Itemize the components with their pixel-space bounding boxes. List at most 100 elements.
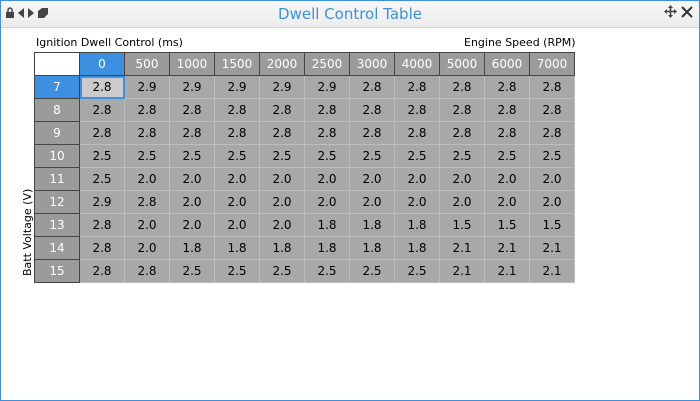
row-header[interactable]: 13 bbox=[34, 213, 80, 237]
table-cell[interactable]: 1.5 bbox=[529, 213, 575, 237]
row-header[interactable]: 8 bbox=[34, 98, 80, 122]
table-cell[interactable]: 2.0 bbox=[124, 213, 170, 237]
table-cell[interactable]: 2.0 bbox=[439, 167, 485, 191]
table-cell[interactable]: 2.8 bbox=[214, 121, 260, 145]
column-header[interactable]: 6000 bbox=[484, 52, 530, 76]
table-cell[interactable]: 2.8 bbox=[214, 98, 260, 122]
table-cell[interactable]: 2.5 bbox=[349, 144, 395, 168]
table-cell[interactable]: 2.0 bbox=[439, 190, 485, 214]
table-cell[interactable]: 2.0 bbox=[214, 190, 260, 214]
table-cell[interactable]: 2.5 bbox=[394, 259, 440, 283]
table-cell[interactable]: 2.8 bbox=[529, 75, 575, 99]
table-cell[interactable]: 2.0 bbox=[394, 167, 440, 191]
table-cell[interactable]: 2.8 bbox=[484, 121, 530, 145]
table-cell[interactable]: 2.5 bbox=[259, 144, 305, 168]
table-cell[interactable]: 2.5 bbox=[169, 259, 215, 283]
move-icon[interactable] bbox=[664, 5, 677, 20]
column-header[interactable]: 5000 bbox=[439, 52, 485, 76]
table-cell[interactable]: 2.5 bbox=[169, 144, 215, 168]
table-cell[interactable]: 2.9 bbox=[259, 75, 305, 99]
lock-icon[interactable] bbox=[5, 7, 15, 22]
row-header[interactable]: 15 bbox=[34, 259, 80, 283]
table-cell[interactable]: 2.0 bbox=[349, 190, 395, 214]
table-cell[interactable]: 2.8 bbox=[484, 75, 530, 99]
table-cell[interactable]: 2.8 bbox=[79, 75, 125, 99]
table-cell[interactable]: 2.0 bbox=[169, 213, 215, 237]
column-header[interactable]: 2500 bbox=[304, 52, 350, 76]
table-cell[interactable]: 2.8 bbox=[394, 98, 440, 122]
table-cell[interactable]: 1.5 bbox=[439, 213, 485, 237]
column-header[interactable]: 1000 bbox=[169, 52, 215, 76]
column-header[interactable]: 500 bbox=[124, 52, 170, 76]
table-cell[interactable]: 2.0 bbox=[304, 190, 350, 214]
table-cell[interactable]: 2.0 bbox=[124, 236, 170, 260]
table-cell[interactable]: 2.8 bbox=[79, 121, 125, 145]
row-header[interactable]: 9 bbox=[34, 121, 80, 145]
table-cell[interactable]: 2.8 bbox=[79, 98, 125, 122]
table-cell[interactable]: 2.9 bbox=[79, 190, 125, 214]
table-cell[interactable]: 2.8 bbox=[484, 98, 530, 122]
table-cell[interactable]: 2.0 bbox=[304, 167, 350, 191]
row-header[interactable]: 11 bbox=[34, 167, 80, 191]
table-cell[interactable]: 2.8 bbox=[124, 259, 170, 283]
table-cell[interactable]: 2.5 bbox=[439, 144, 485, 168]
table-cell[interactable]: 2.8 bbox=[304, 121, 350, 145]
table-cell[interactable]: 2.5 bbox=[304, 259, 350, 283]
table-cell[interactable]: 2.9 bbox=[304, 75, 350, 99]
table-cell[interactable]: 1.8 bbox=[214, 236, 260, 260]
table-cell[interactable]: 2.5 bbox=[394, 144, 440, 168]
table-cell[interactable]: 2.8 bbox=[394, 121, 440, 145]
table-cell[interactable]: 2.0 bbox=[169, 167, 215, 191]
table-cell[interactable]: 2.5 bbox=[124, 144, 170, 168]
table-cell[interactable]: 2.1 bbox=[529, 236, 575, 260]
table-cell[interactable]: 2.0 bbox=[214, 167, 260, 191]
table-cell[interactable]: 1.8 bbox=[304, 236, 350, 260]
table-cell[interactable]: 2.8 bbox=[439, 75, 485, 99]
table-cell[interactable]: 2.8 bbox=[394, 75, 440, 99]
table-cell[interactable]: 2.5 bbox=[484, 144, 530, 168]
table-cell[interactable]: 2.9 bbox=[214, 75, 260, 99]
table-cell[interactable]: 2.8 bbox=[259, 98, 305, 122]
table-cell[interactable]: 2.0 bbox=[259, 167, 305, 191]
table-cell[interactable]: 1.8 bbox=[394, 236, 440, 260]
table-cell[interactable]: 1.8 bbox=[349, 236, 395, 260]
table-cell[interactable]: 1.8 bbox=[394, 213, 440, 237]
table-cell[interactable]: 2.8 bbox=[79, 259, 125, 283]
table-cell[interactable]: 2.0 bbox=[529, 190, 575, 214]
close-icon[interactable] bbox=[681, 5, 693, 20]
table-cell[interactable]: 2.0 bbox=[349, 167, 395, 191]
table-cell[interactable]: 2.5 bbox=[79, 144, 125, 168]
table-cell[interactable]: 2.0 bbox=[259, 190, 305, 214]
table-cell[interactable]: 1.8 bbox=[349, 213, 395, 237]
table-cell[interactable]: 1.8 bbox=[169, 236, 215, 260]
table-cell[interactable]: 2.0 bbox=[259, 213, 305, 237]
table-cell[interactable]: 2.8 bbox=[124, 121, 170, 145]
table-cell[interactable]: 2.8 bbox=[124, 190, 170, 214]
row-header[interactable]: 10 bbox=[34, 144, 80, 168]
table-cell[interactable]: 2.5 bbox=[529, 144, 575, 168]
table-cell[interactable]: 2.1 bbox=[439, 259, 485, 283]
table-cell[interactable]: 2.8 bbox=[349, 121, 395, 145]
column-header[interactable]: 2000 bbox=[259, 52, 305, 76]
column-header[interactable]: 4000 bbox=[394, 52, 440, 76]
column-header[interactable]: 1500 bbox=[214, 52, 260, 76]
row-header[interactable]: 12 bbox=[34, 190, 80, 214]
table-cell[interactable]: 2.9 bbox=[169, 75, 215, 99]
row-header[interactable]: 14 bbox=[34, 236, 80, 260]
table-cell[interactable]: 2.8 bbox=[79, 236, 125, 260]
table-cell[interactable]: 2.1 bbox=[439, 236, 485, 260]
table-cell[interactable]: 2.0 bbox=[484, 190, 530, 214]
row-header[interactable]: 7 bbox=[34, 75, 80, 99]
table-cell[interactable]: 2.0 bbox=[484, 167, 530, 191]
arrow-right-icon[interactable] bbox=[27, 7, 35, 22]
table-cell[interactable]: 2.5 bbox=[214, 259, 260, 283]
table-cell[interactable]: 1.5 bbox=[484, 213, 530, 237]
table-cell[interactable]: 2.1 bbox=[484, 259, 530, 283]
table-cell[interactable]: 2.8 bbox=[349, 75, 395, 99]
table-cell[interactable]: 2.1 bbox=[484, 236, 530, 260]
table-cell[interactable]: 2.0 bbox=[124, 167, 170, 191]
table-cell[interactable]: 2.8 bbox=[529, 98, 575, 122]
table-cell[interactable]: 2.8 bbox=[304, 98, 350, 122]
table-cell[interactable]: 2.8 bbox=[259, 121, 305, 145]
table-cell[interactable]: 2.8 bbox=[169, 121, 215, 145]
